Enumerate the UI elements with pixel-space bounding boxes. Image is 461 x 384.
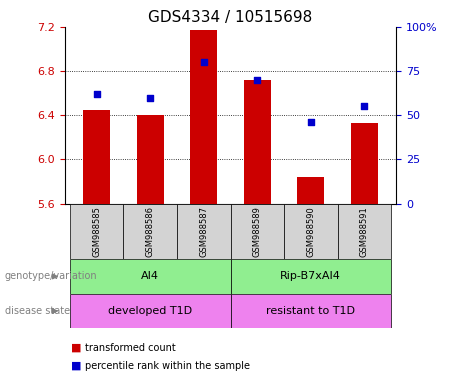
FancyBboxPatch shape (230, 204, 284, 259)
Text: developed T1D: developed T1D (108, 306, 192, 316)
FancyBboxPatch shape (337, 204, 391, 259)
Text: GSM988587: GSM988587 (199, 206, 208, 257)
Text: resistant to T1D: resistant to T1D (266, 306, 355, 316)
Bar (244, 80, 271, 204)
Text: GSM988586: GSM988586 (146, 206, 155, 257)
Point (307, 119, 314, 125)
Bar (83, 110, 110, 204)
Text: GSM988585: GSM988585 (92, 206, 101, 257)
Text: ■: ■ (71, 361, 82, 371)
Text: percentile rank within the sample: percentile rank within the sample (85, 361, 250, 371)
FancyBboxPatch shape (284, 204, 337, 259)
Point (93, 91, 100, 97)
FancyBboxPatch shape (230, 259, 391, 294)
FancyBboxPatch shape (230, 294, 391, 328)
Text: GSM988589: GSM988589 (253, 206, 262, 257)
FancyBboxPatch shape (70, 294, 230, 328)
Point (147, 94, 154, 101)
FancyBboxPatch shape (177, 204, 230, 259)
Text: genotype/variation: genotype/variation (5, 271, 97, 281)
Text: GSM988591: GSM988591 (360, 206, 369, 257)
Text: Rip-B7xAI4: Rip-B7xAI4 (280, 271, 341, 281)
Point (200, 59, 207, 65)
FancyBboxPatch shape (124, 204, 177, 259)
Text: transformed count: transformed count (85, 343, 176, 353)
Text: AI4: AI4 (141, 271, 159, 281)
Bar (190, 30, 217, 204)
Text: ■: ■ (71, 343, 82, 353)
Point (361, 103, 368, 109)
Text: GDS4334 / 10515698: GDS4334 / 10515698 (148, 10, 313, 25)
Bar (297, 177, 324, 204)
FancyBboxPatch shape (70, 204, 124, 259)
Point (254, 77, 261, 83)
Bar (137, 115, 164, 204)
Text: disease state: disease state (5, 306, 70, 316)
FancyBboxPatch shape (70, 259, 230, 294)
Bar (351, 123, 378, 204)
Text: GSM988590: GSM988590 (306, 206, 315, 257)
